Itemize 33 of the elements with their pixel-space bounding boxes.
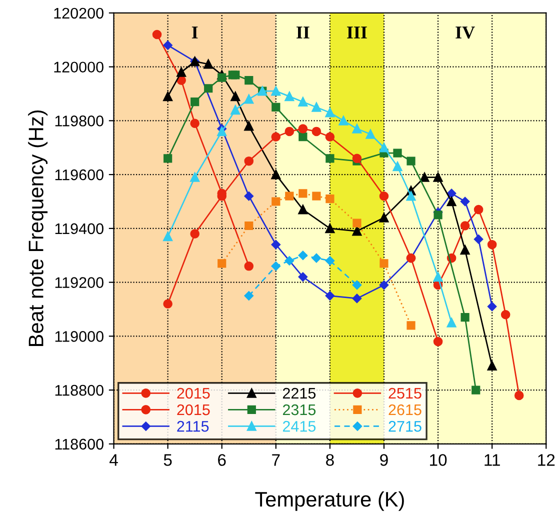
x-tick-label: 12 [538,454,555,466]
legend-label: 2015 [177,388,210,399]
legend-label: 2215 [282,388,316,399]
legend-label: 2115 [177,420,209,432]
x-tick-label: 6 [218,454,226,466]
band-label: III [347,26,367,38]
x-tick-label: 4 [110,454,118,466]
x-tick-label: 7 [272,454,280,466]
band-label: I [192,26,198,38]
x-tick-label: 10 [430,454,447,466]
y-tick-label: 118800 [55,384,104,396]
y-axis-title: Beat note Frequency (Hz) [28,110,48,346]
y-tick-label: 118600 [55,438,104,450]
legend-label: 2415 [282,420,316,432]
legend-label: 2715 [388,420,422,432]
band-label: IV [456,26,475,39]
x-tick-label: 8 [326,454,334,466]
band-label: II [296,26,310,38]
x-axis-title: Temperature (K) [255,491,404,511]
legend-label: 2315 [282,404,316,416]
y-tick-label: 119000 [55,331,104,342]
y-tick-label: 119400 [55,223,104,234]
y-tick-label: 119600 [55,169,104,180]
legend-label: 2515 [388,388,422,399]
y-tick-label: 120200 [54,8,104,19]
x-tick-label: 9 [380,454,388,466]
legend-label: 2015 [177,404,210,416]
legend-label: 2615 [388,404,422,416]
x-tick-label: 5 [164,454,172,466]
y-tick-label: 119800 [55,116,104,126]
y-tick-label: 119200 [55,277,104,288]
x-tick-label: 11 [484,454,500,466]
y-tick-label: 120000 [54,62,104,73]
